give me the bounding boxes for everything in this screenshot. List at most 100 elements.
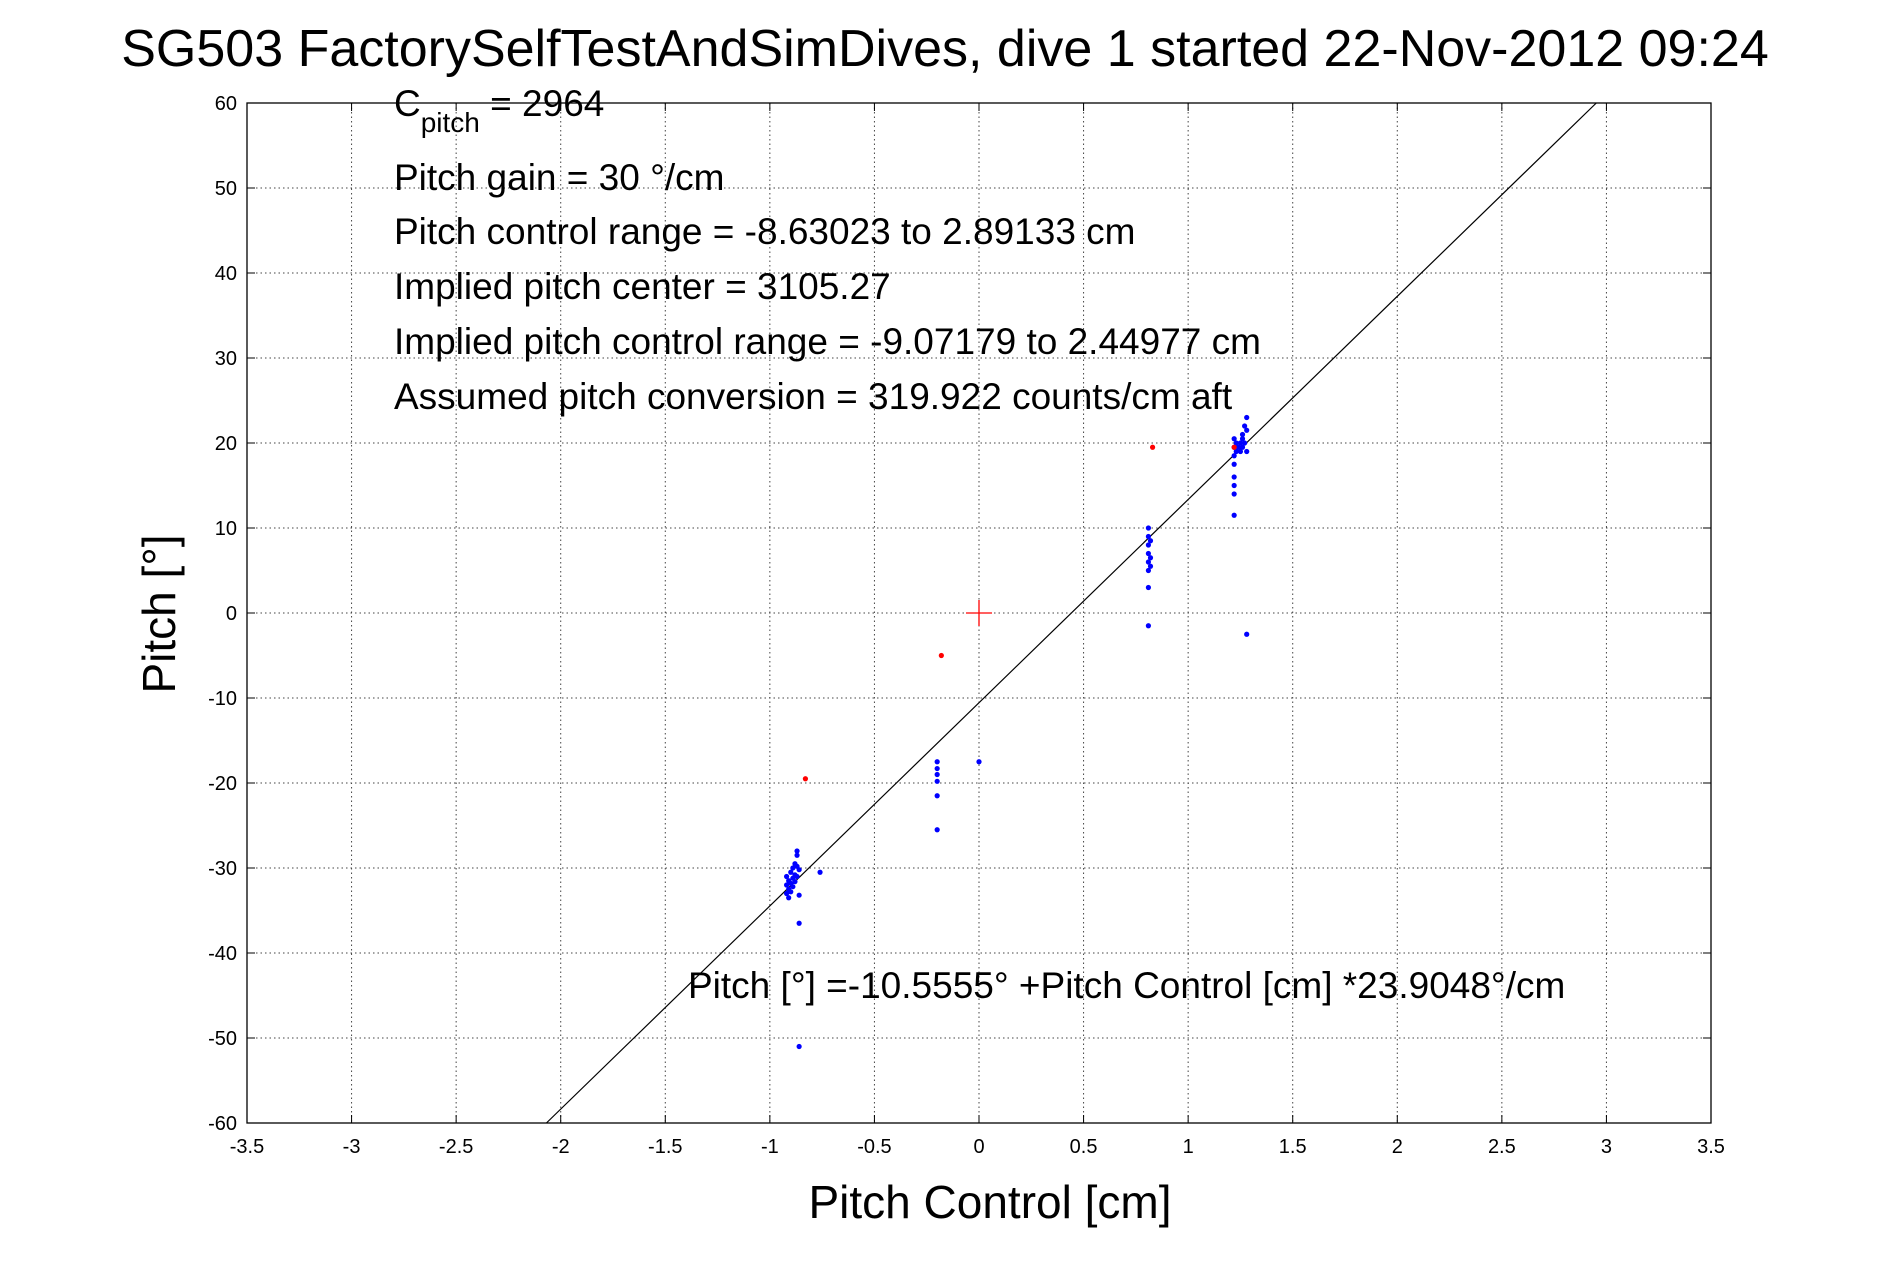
x-tick-label: 0.5	[1070, 1136, 1098, 1158]
data-point	[1244, 448, 1250, 455]
y-tick-label: -10	[208, 688, 237, 710]
y-tick-label: 50	[215, 178, 237, 200]
x-tick-label: 1.5	[1279, 1136, 1307, 1158]
data-point	[1147, 563, 1154, 569]
data-point	[783, 890, 790, 897]
x-tick-label: 2.5	[1488, 1136, 1516, 1158]
chart-title: SG503 FactorySelfTestAndSimDives, dive 1…	[121, 20, 1769, 78]
data-point	[1231, 461, 1237, 467]
x-tick-label: -3	[343, 1136, 361, 1158]
y-tick-label: -50	[208, 1028, 237, 1050]
fit-line	[545, 102, 1597, 1124]
data-point	[796, 892, 802, 898]
x-tick-label: -2	[552, 1136, 570, 1158]
implied-pitch-center-annotation: Implied pitch center = 3105.27	[394, 266, 891, 307]
scatter-points	[783, 414, 1250, 1050]
data-point	[1244, 631, 1250, 637]
x-tick-label: 1	[1183, 1136, 1194, 1158]
data-point	[1233, 448, 1239, 455]
data-point	[1231, 474, 1237, 480]
data-point	[790, 865, 796, 871]
x-tick-label: 2	[1392, 1136, 1403, 1158]
y-axis-label: Pitch [°]	[133, 534, 185, 693]
data-point	[1231, 482, 1237, 489]
data-point	[1145, 533, 1152, 540]
data-point	[1149, 444, 1156, 450]
cpitch-symbol: C	[394, 83, 421, 124]
data-point	[934, 827, 940, 833]
data-point	[1145, 584, 1152, 591]
data-point	[790, 884, 796, 890]
x-tick-label: -1	[761, 1136, 779, 1158]
data-point	[1244, 414, 1250, 421]
data-point	[788, 869, 794, 875]
data-point	[1145, 525, 1152, 531]
data-point	[934, 759, 940, 765]
data-point	[794, 873, 800, 880]
data-point	[1145, 567, 1152, 574]
data-point	[796, 920, 802, 926]
cpitch-annotation: Cpitch = 2964	[394, 83, 604, 138]
data-point	[938, 652, 944, 659]
data-point	[934, 793, 940, 799]
y-tick-label: -20	[208, 773, 237, 795]
data-point	[1235, 444, 1241, 450]
data-point	[1239, 444, 1246, 450]
x-tick-label: 3.5	[1697, 1136, 1725, 1158]
fit-line-group	[545, 102, 1597, 1124]
axis-ticks: -3.5 -3 -2.5 -2 -1.5 -1 -0.5 0 0.5 1 1.5 2 2.5 3 3.5 -6…	[208, 93, 1725, 1158]
data-point	[792, 879, 798, 885]
data-point	[802, 776, 809, 782]
data-point	[1145, 559, 1152, 565]
center-marker-group	[966, 600, 992, 626]
data-point	[1233, 440, 1239, 446]
x-tick-label: -3.5	[230, 1136, 264, 1158]
data-point	[1231, 512, 1237, 518]
fit-equation-annotation: Pitch [°] =-10.5555° +Pitch Control [cm]…	[688, 965, 1565, 1006]
assumed-pitch-conversion-annotation: Assumed pitch conversion = 319.922 count…	[394, 376, 1233, 417]
y-tick-label: 40	[215, 263, 237, 285]
data-point	[1145, 623, 1152, 629]
data-point	[783, 873, 790, 880]
data-point	[934, 765, 940, 772]
y-tick-label: 60	[215, 93, 237, 115]
data-point	[1231, 453, 1237, 459]
data-point	[796, 1043, 802, 1050]
data-point	[1242, 440, 1248, 446]
data-point	[786, 895, 792, 901]
implied-pitch-control-range-annotation: Implied pitch control range = -9.07179 t…	[394, 321, 1261, 362]
data-point	[1147, 555, 1154, 561]
data-point	[1239, 431, 1246, 438]
data-point	[817, 869, 823, 875]
data-point	[1231, 436, 1237, 442]
data-point	[796, 867, 802, 873]
data-point	[934, 778, 940, 784]
x-tick-label: 3	[1601, 1136, 1612, 1158]
data-point	[1237, 448, 1244, 455]
y-tick-label: -60	[208, 1113, 237, 1135]
y-tick-label: 30	[215, 348, 237, 370]
x-tick-label: 0	[973, 1136, 984, 1158]
data-point	[794, 852, 800, 858]
data-point	[1145, 550, 1152, 557]
data-point	[1147, 538, 1154, 544]
cpitch-value: = 2964	[480, 83, 604, 124]
pitch-control-range-annotation: Pitch control range = -8.63023 to 2.8913…	[394, 211, 1136, 252]
data-point	[783, 882, 790, 888]
data-point	[1237, 440, 1244, 446]
data-point	[1231, 444, 1237, 450]
x-axis-label: Pitch Control [cm]	[809, 1176, 1172, 1228]
data-point	[1242, 423, 1248, 429]
data-point	[934, 771, 940, 778]
data-point	[1145, 542, 1152, 548]
x-tick-label: -1.5	[648, 1136, 682, 1158]
y-tick-label: 10	[215, 518, 237, 540]
pitch-gain-annotation: Pitch gain = 30 °/cm	[394, 157, 725, 198]
data-point	[976, 759, 982, 765]
x-tick-label: -0.5	[857, 1136, 891, 1158]
data-point	[788, 889, 794, 895]
cpitch-subscript: pitch	[421, 107, 480, 138]
x-tick-label: -2.5	[439, 1136, 473, 1158]
data-point	[1231, 491, 1237, 497]
y-tick-label: -40	[208, 943, 237, 965]
